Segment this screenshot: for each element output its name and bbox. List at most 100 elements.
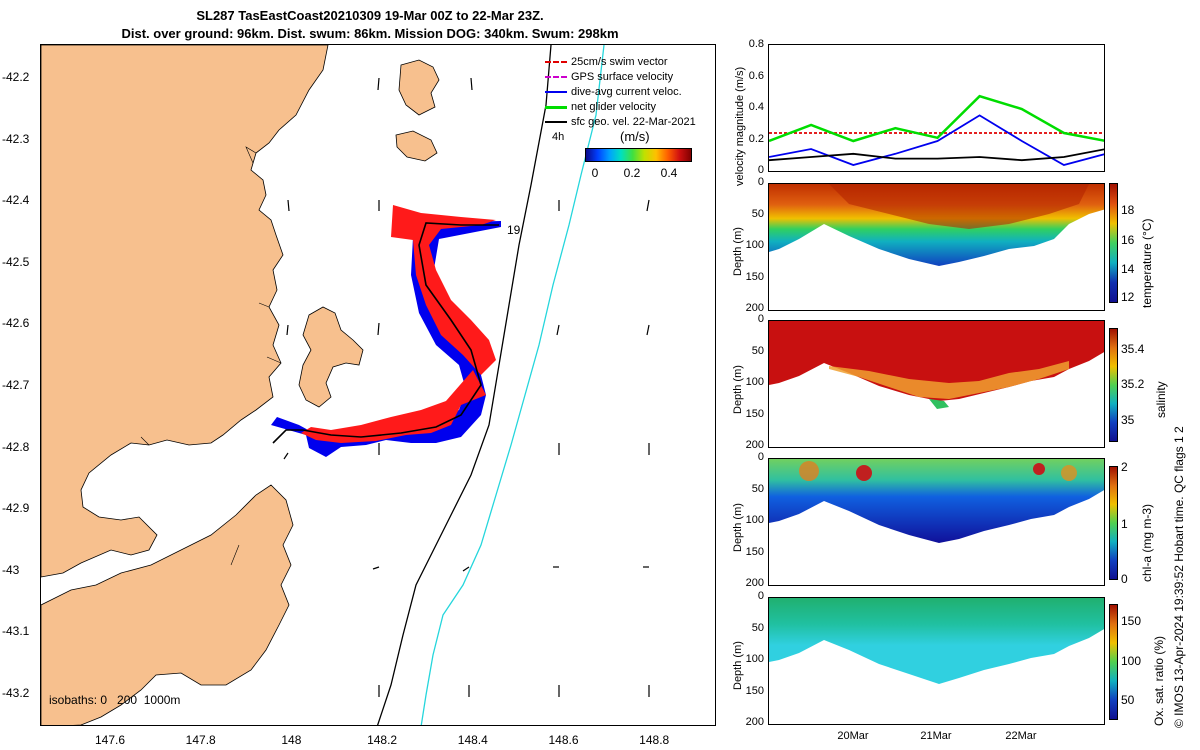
depth-tick: 50	[751, 482, 764, 495]
oxygen-fill	[769, 598, 1104, 684]
chla-patch	[1061, 465, 1077, 481]
date-tick: 22Mar	[1005, 730, 1037, 742]
velocity-ytick: 0.4	[748, 101, 764, 113]
depth-tick: 200	[745, 302, 764, 314]
depth-tick: 150	[745, 407, 764, 420]
footer-credit: © IMOS 13-Apr-2024 19:39:52 Hobart time.…	[1172, 426, 1186, 728]
depth-tick: 100	[745, 239, 764, 251]
lat-tick: -42.9	[2, 501, 30, 516]
temperature-ylabel: Depth (m)	[732, 227, 744, 276]
depth-tick: 100	[745, 514, 764, 526]
isobath-1000	[420, 45, 605, 725]
oxygen-panel	[768, 597, 1105, 725]
lon-tick: 147.8	[185, 733, 216, 747]
chla-colorbar	[1109, 466, 1118, 580]
land-island-north	[398, 59, 440, 116]
track-end-label: 19	[507, 223, 521, 237]
legend-sfc-geo: sfc geo. vel. 22-Mar-2021	[545, 115, 696, 130]
lon-tick: 148.2	[367, 733, 398, 747]
velocity-chart	[769, 94, 1104, 166]
map-legend: 25cm/s swim vector GPS surface velocity …	[545, 55, 696, 130]
velocity-ytick: 0	[757, 164, 764, 176]
depth-tick: 50	[751, 621, 764, 634]
lat-tick: -42.4	[2, 193, 30, 208]
land-mainland	[41, 45, 329, 578]
arrow	[646, 199, 650, 212]
salinity-low	[829, 361, 1069, 399]
depth-tick: 150	[745, 684, 764, 697]
depth-tick: 200	[745, 439, 764, 451]
temp-cb-tick: 12	[1121, 290, 1135, 304]
isobath-200	[376, 45, 552, 725]
colorbar-title: (m/s)	[620, 129, 650, 144]
sal-cb-tick: 35.4	[1121, 342, 1145, 356]
colorbar-tick: 0	[591, 166, 599, 180]
temperature-warm	[829, 184, 1089, 229]
temp-cb-tick: 14	[1121, 262, 1135, 276]
velocity-panel	[768, 44, 1105, 172]
arrow	[646, 324, 650, 336]
lat-tick: -42.2	[2, 70, 30, 84]
lat-tick: -42.5	[2, 254, 30, 269]
salinity-colorbar	[1109, 328, 1118, 442]
depth-tick: 200	[745, 716, 764, 728]
salinity-cb-label: salinity	[1154, 381, 1168, 418]
arrow	[556, 324, 560, 336]
sal-cb-tick: 35.2	[1121, 377, 1145, 391]
plot-title-line2: Dist. over ground: 96km. Dist. swum: 86k…	[121, 26, 619, 41]
depth-tick: 100	[745, 653, 764, 665]
lon-tick: 148.8	[639, 733, 670, 747]
lon-tick: 148.4	[457, 733, 488, 747]
legend-swim: 25cm/s swim vector	[545, 55, 696, 70]
ox-cb-tick: 100	[1121, 654, 1142, 668]
salinity-section	[769, 321, 1104, 409]
legend-net: net glider velocity	[545, 100, 696, 115]
chla-panel	[768, 458, 1105, 586]
oxygen-section	[769, 598, 1104, 684]
velocity-series-net-glider-velocity	[769, 94, 1104, 143]
arrow	[462, 566, 470, 572]
map-canvas	[41, 45, 650, 725]
depth-tick: 150	[745, 545, 764, 558]
track-swim-swath	[301, 205, 496, 443]
depth-tick: 100	[745, 376, 764, 388]
date-tick: 20Mar	[837, 730, 869, 742]
depth-tick: 0	[757, 451, 764, 463]
chla-cb-tick: 2	[1121, 460, 1128, 474]
salinity-panel	[768, 320, 1105, 448]
legend-gps: GPS surface velocity	[545, 70, 696, 85]
velocity-ytick: 0.6	[748, 69, 764, 82]
arrow	[286, 324, 289, 336]
oxygen-cb-label: Ox. sat. ratio (%)	[1152, 635, 1166, 726]
land-island-maria	[298, 306, 364, 408]
lat-tick: -42.7	[2, 378, 30, 392]
temperature-section	[769, 184, 1104, 266]
date-tick: 21Mar	[920, 730, 952, 742]
arrow	[377, 77, 380, 91]
temperature-colorbar	[1109, 183, 1118, 303]
lat-tick: -42.8	[2, 439, 30, 454]
depth-tick: 50	[751, 207, 764, 220]
arrow	[470, 77, 473, 91]
lat-tick: -43	[2, 562, 20, 577]
chla-cb-label: chl-a (mg m-3)	[1140, 503, 1154, 582]
chla-cb-tick: 0	[1121, 572, 1128, 586]
velocity-ytick: 0.8	[748, 38, 764, 50]
lat-tick: -42.3	[2, 131, 30, 146]
chla-patch	[1033, 463, 1045, 475]
track-map: 19 isobaths: 0 200 1000m	[40, 44, 716, 726]
depth-tick: 0	[757, 590, 764, 602]
sal-cb-tick: 35	[1121, 413, 1135, 427]
plot-title-line1: SL287 TasEastCoast20210309 19-Mar 00Z to…	[196, 8, 544, 23]
arrow	[287, 199, 290, 212]
colorbar-tick: 0.4	[660, 166, 678, 180]
arrow	[377, 322, 380, 336]
speed-colorbar	[585, 148, 692, 162]
velocity-ytick: 0.2	[748, 132, 764, 145]
chla-fill	[769, 459, 1104, 543]
temp-cb-tick: 16	[1121, 233, 1135, 247]
velocity-series-dive-avg-current	[769, 114, 1104, 166]
temp-cb-tick: 18	[1121, 203, 1135, 217]
coast-detail	[140, 146, 282, 566]
sfc-velocity-arrows	[283, 77, 650, 697]
